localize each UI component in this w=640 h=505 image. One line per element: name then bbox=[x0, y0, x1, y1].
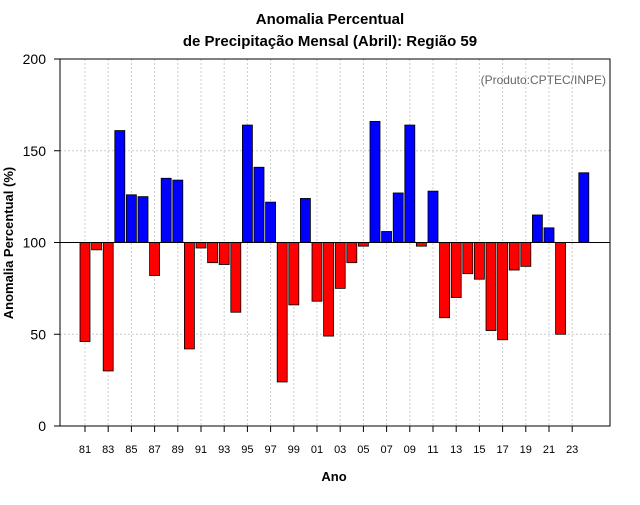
bar-82 bbox=[91, 242, 102, 251]
x-tick-label: 81 bbox=[79, 444, 91, 456]
bar-13 bbox=[450, 242, 462, 298]
bar-05 bbox=[357, 242, 369, 247]
bar-86 bbox=[137, 196, 149, 243]
bar-92 bbox=[207, 242, 219, 264]
bar-07 bbox=[381, 231, 393, 243]
x-tick-label: 09 bbox=[404, 444, 416, 456]
chart-title-line2: de Precipitação Mensal (Abril): Região 5… bbox=[183, 33, 477, 50]
bar-10 bbox=[415, 242, 427, 247]
y-tick-label: 100 bbox=[23, 235, 47, 251]
bar-06 bbox=[369, 120, 381, 243]
bar-24 bbox=[578, 172, 590, 243]
x-tick-label: 21 bbox=[543, 444, 555, 456]
x-tick-label: 87 bbox=[148, 444, 160, 456]
bar-81 bbox=[79, 242, 91, 342]
bar-98 bbox=[276, 242, 288, 383]
bar-83 bbox=[102, 242, 114, 372]
x-tick-label: 07 bbox=[380, 444, 392, 456]
credit-label: (Produto:CPTEC/INPE) bbox=[481, 73, 606, 87]
x-tick-label: 05 bbox=[357, 444, 369, 456]
bar-85 bbox=[126, 194, 137, 243]
x-axis-label: Ano bbox=[321, 469, 346, 484]
bar-17 bbox=[497, 242, 509, 341]
bar-97 bbox=[265, 201, 277, 243]
bar-15 bbox=[473, 242, 485, 280]
bar-95 bbox=[241, 124, 253, 243]
x-tick-label: 11 bbox=[427, 444, 438, 456]
bar-84 bbox=[114, 130, 126, 243]
bar-16 bbox=[485, 242, 497, 331]
x-tick-label: 01 bbox=[311, 444, 323, 456]
x-tick-label: 19 bbox=[520, 444, 532, 456]
y-tick-label: 0 bbox=[38, 418, 46, 434]
x-tick-label: 85 bbox=[125, 444, 137, 456]
bar-12 bbox=[439, 242, 451, 319]
bar-88 bbox=[160, 177, 172, 243]
bar-21 bbox=[543, 227, 555, 243]
bar-91 bbox=[195, 242, 207, 249]
y-tick-label: 200 bbox=[23, 51, 47, 67]
y-tick-label: 50 bbox=[30, 326, 46, 342]
chart-title-line1: Anomalia Percentual bbox=[256, 11, 404, 28]
bars-layer bbox=[79, 120, 590, 383]
bar-94 bbox=[230, 242, 242, 313]
x-axis: 81 83 85 87 89 91 93 95 97 99 01 03 05 07 09 11 13 15 17 19… bbox=[79, 426, 578, 456]
y-axis-label: Anomalia Percentual (%) bbox=[1, 167, 16, 319]
x-tick-label: 15 bbox=[473, 444, 485, 456]
x-tick-label: 89 bbox=[172, 444, 184, 456]
x-tick-label: 93 bbox=[218, 444, 230, 456]
bar-93 bbox=[218, 242, 230, 265]
bar-99 bbox=[288, 242, 300, 306]
x-tick-label: 13 bbox=[450, 444, 462, 456]
bar-96 bbox=[253, 166, 265, 243]
bar-01 bbox=[311, 242, 323, 302]
x-tick-label: 97 bbox=[264, 444, 276, 456]
axes-layer bbox=[59, 58, 611, 427]
x-tick-label: 99 bbox=[288, 444, 300, 456]
y-tick-label: 150 bbox=[23, 143, 47, 159]
bar-11 bbox=[427, 190, 439, 243]
bar-02 bbox=[323, 242, 335, 337]
bar-08 bbox=[392, 192, 404, 243]
bar-14 bbox=[462, 242, 474, 275]
bar-03 bbox=[334, 242, 346, 289]
x-tick-label: 23 bbox=[566, 444, 578, 456]
bar-89 bbox=[172, 179, 184, 243]
bar-04 bbox=[346, 242, 358, 264]
grid-layer bbox=[60, 59, 610, 426]
x-tick-label: 83 bbox=[102, 444, 114, 456]
y-axis: 0 50 100 150 200 bbox=[23, 51, 60, 434]
bar-19 bbox=[520, 242, 532, 267]
x-tick-label: 95 bbox=[241, 444, 253, 456]
bar-09 bbox=[404, 124, 416, 243]
x-tick-label: 91 bbox=[195, 444, 207, 456]
x-tick-label: 17 bbox=[496, 444, 508, 456]
bar-18 bbox=[508, 242, 520, 271]
bar-90 bbox=[183, 242, 195, 350]
bar-87 bbox=[149, 242, 161, 276]
x-tick-label: 03 bbox=[334, 444, 346, 456]
bar-20 bbox=[532, 214, 543, 243]
bar-00 bbox=[299, 198, 311, 243]
bar-22 bbox=[555, 242, 566, 335]
